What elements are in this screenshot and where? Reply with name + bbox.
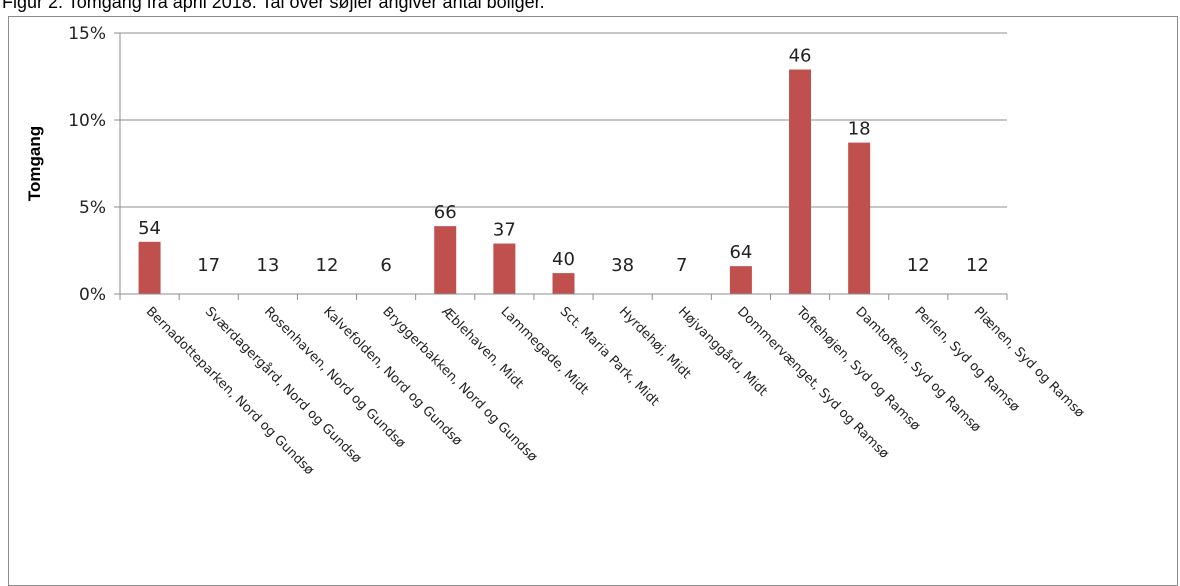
category-label: Damtoften, Syd og Ramsø bbox=[852, 304, 983, 435]
bar bbox=[729, 266, 752, 294]
data-label: 13 bbox=[256, 255, 279, 276]
data-label: 66 bbox=[434, 202, 457, 223]
bar bbox=[138, 241, 161, 294]
y-tick-label: 10% bbox=[68, 111, 106, 131]
bar bbox=[493, 243, 516, 294]
data-label: 7 bbox=[676, 255, 687, 276]
data-label: 12 bbox=[316, 255, 339, 276]
y-axis-label: Tomgang bbox=[25, 126, 44, 201]
data-label: 54 bbox=[138, 218, 161, 239]
data-label: 18 bbox=[848, 119, 871, 140]
data-label: 64 bbox=[729, 242, 752, 263]
x-axis bbox=[119, 293, 1008, 300]
bar bbox=[552, 273, 575, 294]
data-label: 40 bbox=[552, 249, 575, 270]
data-label: 17 bbox=[197, 255, 220, 276]
category-label: Perlen, Syd og Ramsø bbox=[911, 304, 1022, 415]
category-labels: Bernadotteparken, Nord og GundsøSværdage… bbox=[143, 304, 1087, 479]
category-label: Toftehøjen, Syd og Ramsø bbox=[792, 304, 922, 434]
category-label: Sct. Maria Park, Midt bbox=[557, 304, 662, 409]
data-label: 6 bbox=[380, 255, 391, 276]
data-label: 12 bbox=[907, 255, 930, 276]
y-tick-labels: 0% 5% 10% 15% bbox=[68, 24, 106, 305]
bar bbox=[434, 226, 457, 294]
y-tick-label: 15% bbox=[68, 24, 106, 44]
data-label: 46 bbox=[789, 46, 812, 67]
data-label: 12 bbox=[966, 255, 989, 276]
category-label: Plænen, Syd og Ramsø bbox=[971, 304, 1088, 421]
y-tick-label: 5% bbox=[79, 198, 106, 218]
y-tick-label: 0% bbox=[79, 285, 106, 305]
bar bbox=[848, 142, 871, 294]
figure-caption: Figur 2. Tomgang fra april 2018. Tal ove… bbox=[2, 0, 545, 12]
data-label: 37 bbox=[493, 220, 516, 241]
bar bbox=[789, 69, 812, 294]
chart-frame bbox=[8, 16, 1178, 586]
data-label: 38 bbox=[611, 255, 634, 276]
bars bbox=[138, 69, 871, 294]
